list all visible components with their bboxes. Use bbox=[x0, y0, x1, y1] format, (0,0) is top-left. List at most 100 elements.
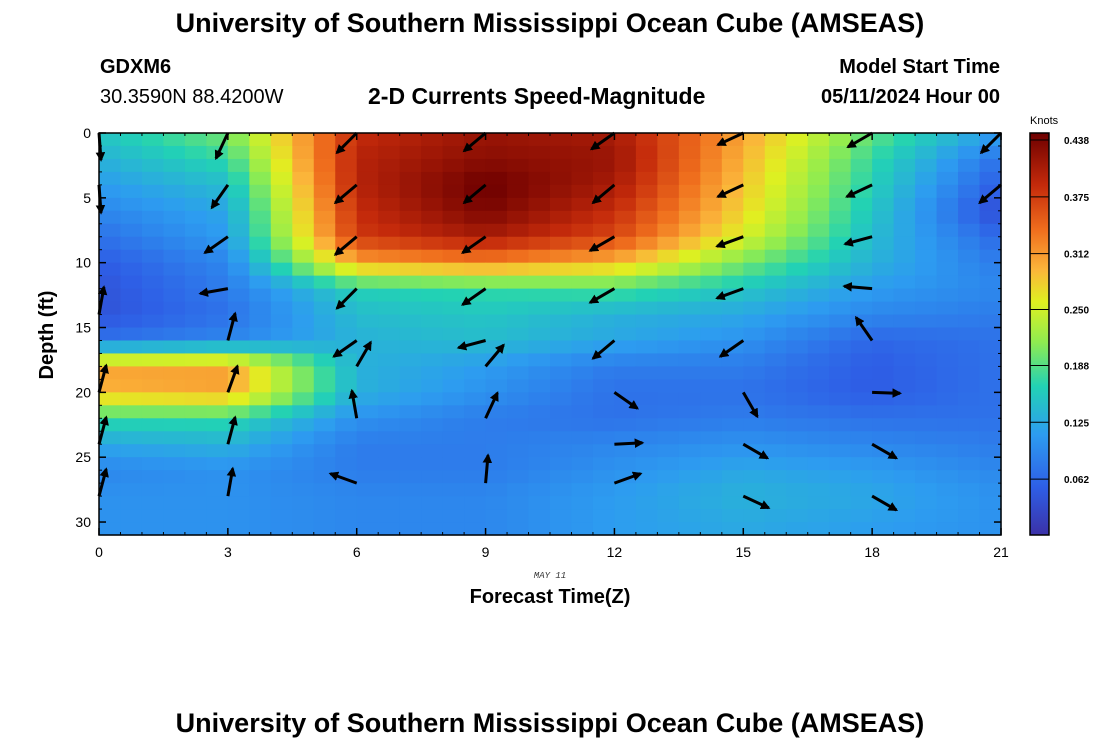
heatmap-cell bbox=[915, 431, 938, 445]
heatmap-cell bbox=[442, 470, 465, 484]
heatmap-cell bbox=[249, 431, 272, 445]
heatmap-cell bbox=[893, 457, 916, 471]
heatmap-cell bbox=[678, 171, 701, 186]
heatmap-cell bbox=[657, 145, 680, 160]
heatmap-cell bbox=[507, 158, 530, 173]
heatmap-cell bbox=[313, 392, 336, 406]
heatmap-cell bbox=[399, 171, 422, 186]
current-vector-arrow bbox=[482, 453, 493, 484]
heatmap-cell bbox=[936, 444, 959, 458]
heatmap-cell bbox=[163, 145, 186, 160]
current-vector-arrow bbox=[328, 471, 358, 485]
heatmap-cell bbox=[292, 366, 315, 380]
heatmap-cell bbox=[807, 158, 830, 173]
heatmap-cell bbox=[356, 145, 379, 160]
heatmap-cell bbox=[528, 509, 551, 523]
heatmap-cell bbox=[399, 431, 422, 445]
heatmap-cell bbox=[464, 418, 487, 432]
heatmap-cell bbox=[571, 418, 594, 432]
heatmap-cell bbox=[99, 483, 122, 497]
current-vector-arrow bbox=[333, 235, 358, 256]
heatmap-cell bbox=[872, 353, 895, 368]
heatmap-cell bbox=[807, 457, 830, 471]
heatmap-cell bbox=[764, 145, 787, 160]
heatmap-cell bbox=[421, 392, 444, 406]
heatmap-cell bbox=[807, 275, 830, 290]
heatmap-cell bbox=[399, 249, 422, 264]
heatmap-cell bbox=[829, 288, 852, 303]
heatmap-cell bbox=[936, 236, 959, 251]
heatmap-cell bbox=[141, 327, 165, 342]
heatmap-cell bbox=[528, 314, 551, 329]
heatmap-cell bbox=[635, 249, 658, 264]
heatmap-cell bbox=[678, 405, 701, 419]
heatmap-cell bbox=[485, 509, 508, 523]
heatmap-cell bbox=[442, 133, 465, 147]
heatmap-cell bbox=[743, 353, 766, 368]
heatmap-cell bbox=[292, 197, 315, 212]
heatmap-cell bbox=[120, 457, 143, 471]
heatmap-cell bbox=[635, 496, 658, 510]
heatmap-cell bbox=[399, 418, 422, 432]
heatmap-cell bbox=[571, 275, 594, 290]
heatmap-cell bbox=[507, 496, 530, 510]
heatmap-cell bbox=[614, 457, 637, 471]
heatmap-cell bbox=[356, 366, 379, 380]
heatmap-cell bbox=[421, 327, 444, 342]
heatmap-cell bbox=[292, 379, 315, 393]
heatmap-cell bbox=[571, 223, 594, 238]
heatmap-cell bbox=[958, 353, 981, 368]
heatmap-cell bbox=[764, 171, 787, 186]
heatmap-cell bbox=[206, 340, 229, 355]
heatmap-cell bbox=[829, 522, 852, 536]
heatmap-cell bbox=[829, 496, 852, 510]
heatmap-cell bbox=[421, 301, 444, 316]
heatmap-cell bbox=[678, 457, 701, 471]
heatmap-cell bbox=[464, 249, 487, 264]
heatmap-cell bbox=[184, 314, 207, 329]
heatmap-cell bbox=[700, 262, 723, 277]
heatmap-cell bbox=[99, 158, 122, 173]
heatmap-cell bbox=[141, 171, 165, 186]
heatmap-cell bbox=[807, 184, 830, 199]
heatmap-cell bbox=[249, 522, 272, 536]
heatmap-cell bbox=[378, 288, 401, 303]
heatmap-cell bbox=[292, 522, 315, 536]
heatmap-cell bbox=[378, 301, 401, 316]
heatmap-cell bbox=[464, 431, 487, 445]
heatmap-cell bbox=[657, 184, 680, 199]
heatmap-cell bbox=[893, 379, 916, 393]
heatmap-cell bbox=[378, 171, 401, 186]
heatmap-cell bbox=[829, 314, 852, 329]
heatmap-cell bbox=[807, 288, 830, 303]
heatmap-cell bbox=[421, 366, 444, 380]
heatmap-cell bbox=[915, 158, 938, 173]
heatmap-cell bbox=[915, 223, 938, 238]
heatmap-cell bbox=[678, 379, 701, 393]
heatmap-cell bbox=[464, 353, 487, 368]
heatmap-cell bbox=[163, 262, 186, 277]
heatmap-cell bbox=[313, 236, 336, 251]
heatmap-cell bbox=[678, 431, 701, 445]
heatmap-cell bbox=[399, 392, 422, 406]
heatmap-cell bbox=[120, 327, 143, 342]
heatmap-cell bbox=[700, 223, 723, 238]
heatmap-cell bbox=[979, 314, 1002, 329]
heatmap-cell bbox=[958, 457, 981, 471]
heatmap-cell bbox=[550, 366, 573, 380]
heatmap-cell bbox=[485, 314, 508, 329]
heatmap-cell bbox=[550, 379, 573, 393]
heatmap-cell bbox=[184, 379, 207, 393]
heatmap-cell bbox=[571, 340, 594, 355]
heatmap-cell bbox=[614, 171, 637, 186]
heatmap-cell bbox=[528, 457, 551, 471]
heatmap-cell bbox=[700, 197, 723, 212]
heatmap-cell bbox=[141, 223, 165, 238]
heatmap-cell bbox=[507, 314, 530, 329]
heatmap-cell bbox=[678, 301, 701, 316]
heatmap-cell bbox=[399, 509, 422, 523]
heatmap-cell bbox=[507, 457, 530, 471]
heatmap-cell bbox=[227, 288, 250, 303]
heatmap-cell bbox=[141, 509, 165, 523]
heatmap-cell bbox=[635, 522, 658, 536]
